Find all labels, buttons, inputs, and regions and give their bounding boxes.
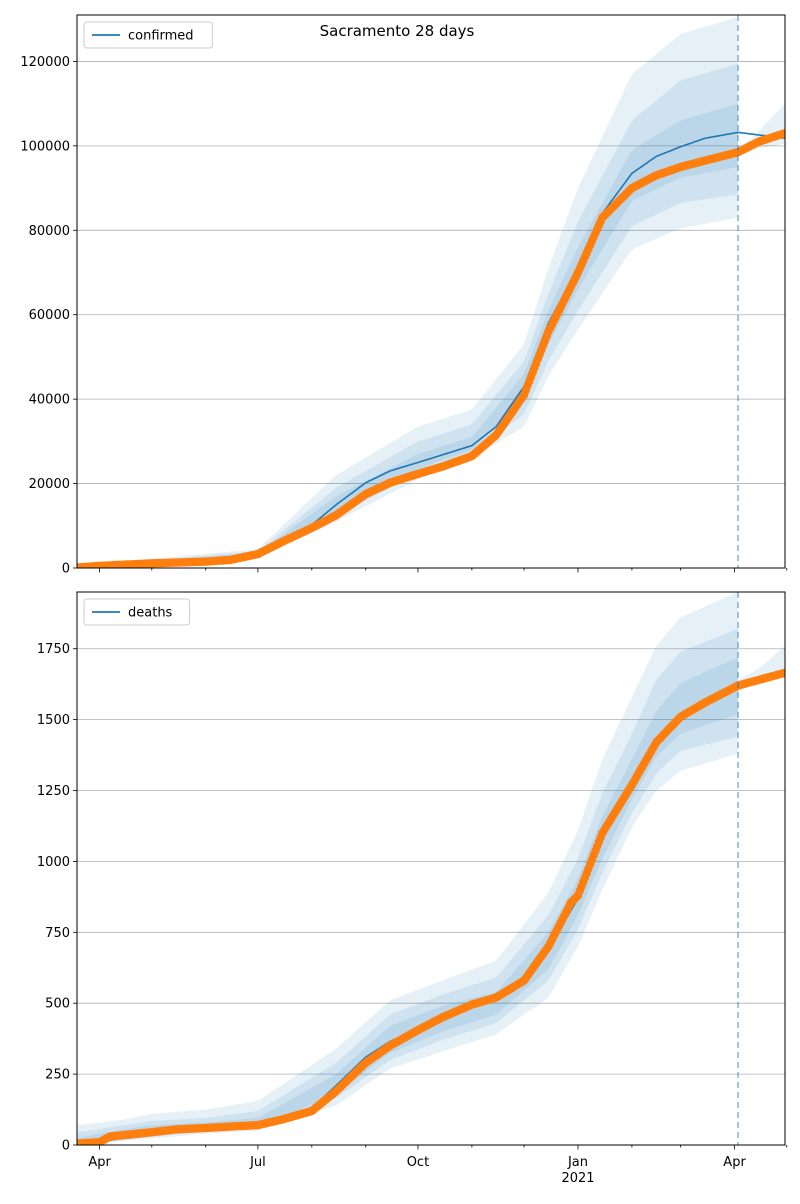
y-tick-label: 250 [45,1068,70,1083]
legend: confirmed [83,21,213,49]
y-tick-label: 500 [45,997,70,1012]
x-tick-sublabel: 2021 [561,1171,594,1186]
x-tick-label: Oct [407,1155,429,1170]
y-tick-label: 1750 [37,642,70,657]
y-tick-label: 40000 [29,393,70,408]
y-tick-label: 1250 [37,784,70,799]
uncertainty-band [77,657,738,1145]
legend: deaths [83,598,191,626]
figure-title: Sacramento 28 days [320,22,475,40]
x-tick-label: Jul [249,1155,266,1170]
deaths-panel: 0 250 500 750 1000 1250 1500 1750 Apr Jul Oct Jan20… [37,591,788,1186]
y-tick-label: 80000 [29,224,70,239]
uncertainty-band [77,17,738,568]
observed-markers [77,129,785,568]
legend-label: confirmed [128,29,194,44]
x-tick-label: Apr [723,1155,746,1170]
y-tick-label: 60000 [29,308,70,323]
uncertainty-band [77,592,738,1145]
uncertainty-band [77,63,738,568]
confirmed-panel: 0 20000 40000 60000 80000 100000 120000 confirm… [20,14,788,577]
axes-frame [76,591,786,1146]
legend-box [83,598,191,626]
y-tick-label: 0 [62,1139,70,1154]
x-tick-label: Apr [88,1155,111,1170]
y-tick-label: 0 [62,562,70,577]
legend-box [83,21,213,49]
y-tick-label: 750 [45,926,70,941]
y-tick-label: 100000 [20,139,70,154]
x-tick-label: Jan [567,1155,588,1170]
y-tick-label: 1500 [37,713,70,728]
observed-point [780,129,785,138]
y-tick-label: 120000 [20,55,70,70]
observed-markers [77,668,785,1145]
axes-frame [76,14,786,569]
legend-label: deaths [128,606,173,621]
y-tick-label: 1000 [37,855,70,870]
plot-area [77,592,785,1145]
y-tick-label: 20000 [29,477,70,492]
uncertainty-band [77,103,738,568]
plot-area [77,17,785,568]
observed-point [780,668,785,677]
uncertainty-band [77,628,738,1145]
